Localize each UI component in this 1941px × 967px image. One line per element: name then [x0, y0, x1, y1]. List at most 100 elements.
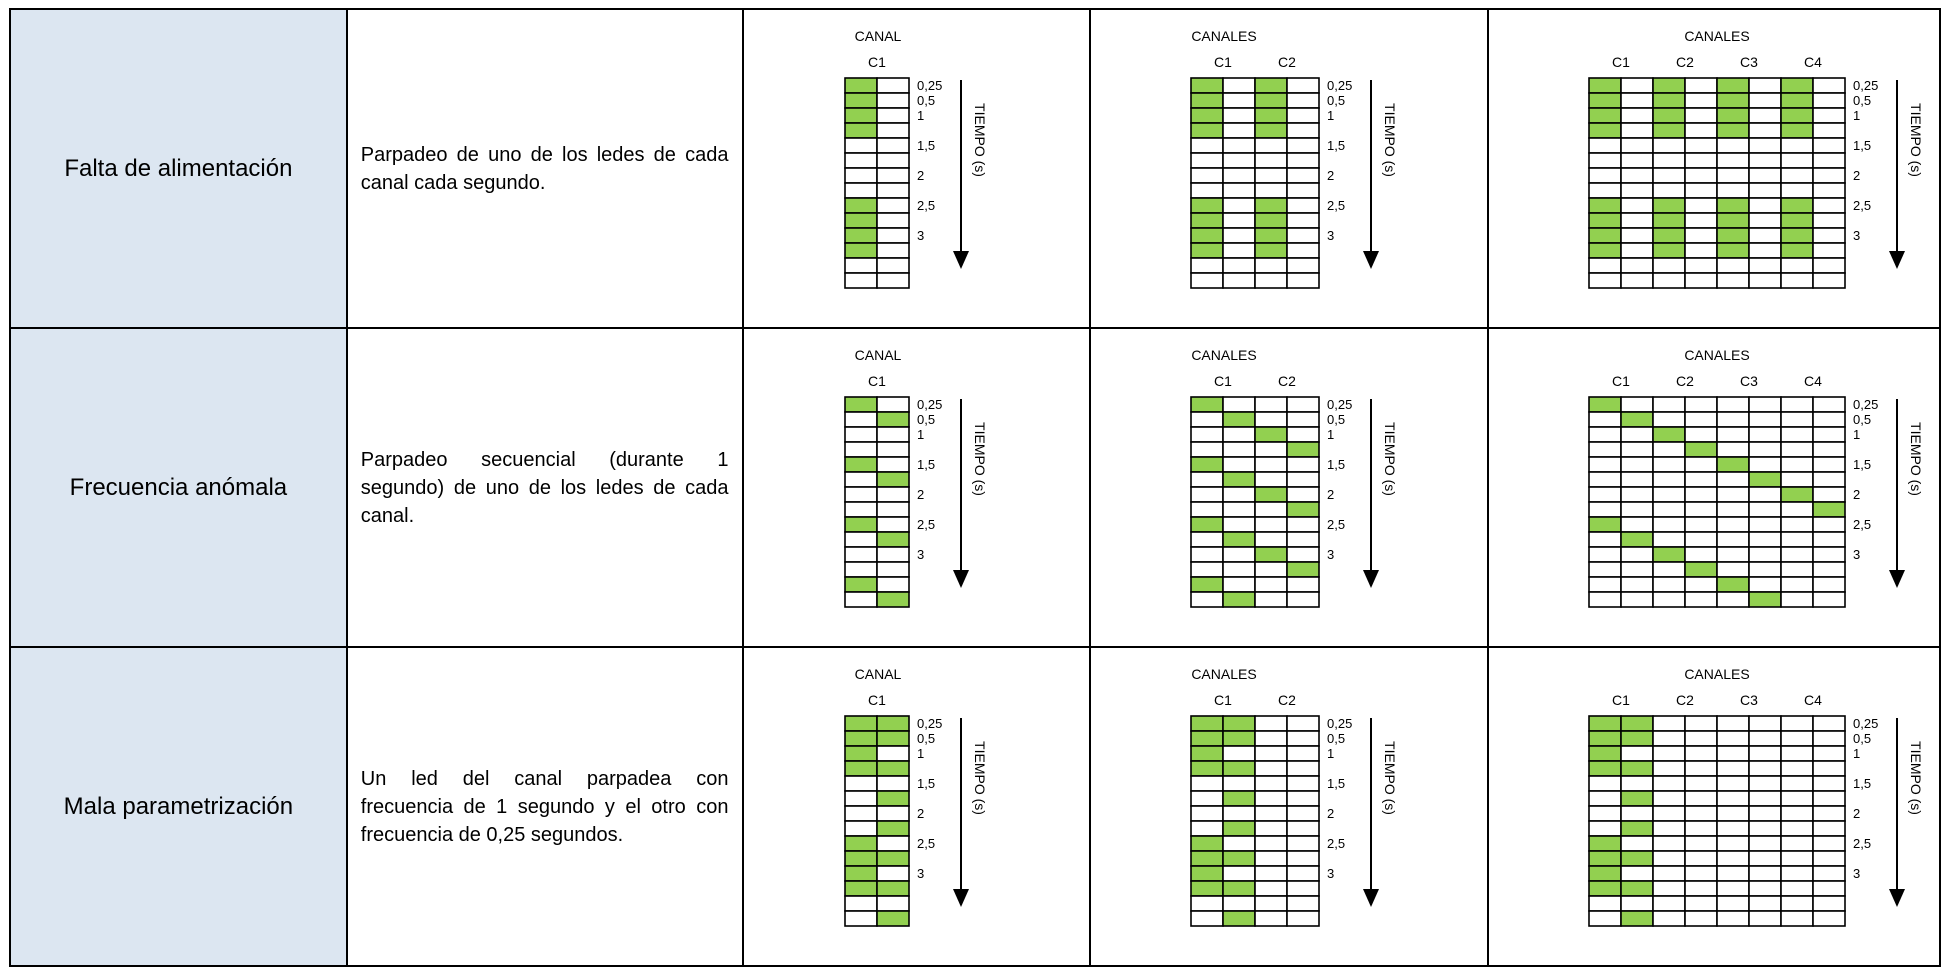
led-off-cell: [876, 212, 911, 229]
led-on-cell: [876, 820, 911, 837]
led-off-cell: [1619, 895, 1654, 912]
time-tick-label: 0,5: [917, 93, 935, 108]
led-off-cell: [1619, 456, 1654, 473]
led-on-cell: [1587, 77, 1622, 94]
led-off-cell: [1779, 820, 1814, 837]
led-off-cell: [1779, 895, 1814, 912]
led-on-cell: [1190, 516, 1224, 533]
led-off-cell: [1779, 531, 1814, 548]
led-off-cell: [1779, 182, 1814, 199]
led-off-cell: [1587, 167, 1622, 184]
led-on-cell: [1254, 242, 1288, 259]
led-off-cell: [844, 591, 879, 608]
led-off-cell: [1254, 745, 1288, 762]
led-off-cell: [1779, 850, 1814, 867]
led-off-cell: [876, 895, 911, 912]
led-off-cell: [876, 242, 911, 259]
led-off-cell: [1683, 531, 1718, 548]
led-off-cell: [1254, 775, 1288, 792]
led-off-cell: [1587, 272, 1622, 289]
led-off-cell: [1779, 910, 1814, 927]
led-off-cell: [1747, 760, 1782, 777]
led-off-cell: [1254, 137, 1288, 154]
channel-label: C3: [1740, 54, 1758, 70]
led-off-cell: [876, 835, 911, 852]
led-on-cell: [844, 835, 879, 852]
led-on-cell: [876, 591, 911, 608]
led-off-cell: [1190, 426, 1224, 443]
led-off-cell: [1587, 411, 1622, 428]
led-off-cell: [1747, 426, 1782, 443]
led-off-cell: [1747, 561, 1782, 578]
led-on-cell: [1651, 77, 1686, 94]
time-tick-label: 0,25: [917, 397, 942, 412]
channel-label: C1: [869, 692, 887, 708]
led-off-cell: [1811, 77, 1846, 94]
led-off-cell: [1651, 745, 1686, 762]
channel-label: C2: [1278, 54, 1296, 70]
led-on-cell: [1715, 212, 1750, 229]
led-off-cell: [1683, 895, 1718, 912]
led-off-cell: [1254, 531, 1288, 548]
led-off-cell: [1811, 242, 1846, 259]
led-off-cell: [1715, 865, 1750, 882]
led-off-cell: [1811, 212, 1846, 229]
channel-label: C3: [1740, 692, 1758, 708]
led-on-cell: [1683, 441, 1718, 458]
led-off-cell: [1286, 790, 1320, 807]
led-on-cell: [1286, 561, 1320, 578]
fault-description: Parpadeo secuencial (durante 1 segundo) …: [345, 327, 745, 648]
led-off-cell: [1683, 411, 1718, 428]
led-on-cell: [1715, 242, 1750, 259]
led-off-cell: [1715, 426, 1750, 443]
led-off-cell: [1683, 486, 1718, 503]
led-off-cell: [1651, 396, 1686, 413]
led-on-cell: [1651, 92, 1686, 109]
led-off-cell: [1190, 591, 1224, 608]
led-on-cell: [1619, 910, 1654, 927]
channels-header: CANAL: [855, 347, 902, 363]
time-tick-label: 0,25: [1853, 716, 1878, 731]
led-on-cell: [844, 212, 879, 229]
arrow-down-icon: [1888, 570, 1905, 588]
led-off-cell: [1190, 775, 1224, 792]
led-off-cell: [1190, 501, 1224, 518]
led-off-cell: [1286, 850, 1320, 867]
led-off-cell: [876, 197, 911, 214]
led-off-cell: [1683, 471, 1718, 488]
led-on-cell: [844, 197, 879, 214]
time-tick-label: 2,5: [917, 198, 935, 213]
fault-description: Un led del canal parpadea con frecuencia…: [345, 646, 745, 967]
led-off-cell: [1286, 426, 1320, 443]
led-off-cell: [844, 790, 879, 807]
arrow-down-icon: [1363, 889, 1380, 907]
led-off-cell: [1222, 197, 1256, 214]
led-off-cell: [1619, 775, 1654, 792]
led-off-cell: [1683, 227, 1718, 244]
led-off-cell: [1254, 272, 1288, 289]
led-off-cell: [1286, 805, 1320, 822]
led-on-cell: [876, 471, 911, 488]
led-on-cell: [1683, 561, 1718, 578]
led-off-cell: [1254, 895, 1288, 912]
led-off-cell: [1779, 441, 1814, 458]
time-axis-label: TIEMPO (s): [1382, 422, 1398, 496]
led-off-cell: [1747, 531, 1782, 548]
led-off-cell: [1747, 790, 1782, 807]
led-off-cell: [844, 426, 879, 443]
channel-label: C1: [1612, 54, 1630, 70]
time-tick-label: 1,5: [1853, 457, 1871, 472]
table-row: Frecuencia anómala Parpadeo secuencial (…: [9, 327, 1941, 648]
led-off-cell: [1715, 531, 1750, 548]
led-off-cell: [1222, 122, 1256, 139]
time-tick-label: 1,5: [1853, 138, 1871, 153]
led-off-cell: [1190, 182, 1224, 199]
led-off-cell: [1619, 272, 1654, 289]
led-off-cell: [1747, 910, 1782, 927]
led-off-cell: [1811, 865, 1846, 882]
time-tick-label: 0,5: [1853, 412, 1871, 427]
led-off-cell: [1222, 486, 1256, 503]
led-off-cell: [1779, 257, 1814, 274]
led-off-cell: [876, 152, 911, 169]
led-off-cell: [1747, 456, 1782, 473]
